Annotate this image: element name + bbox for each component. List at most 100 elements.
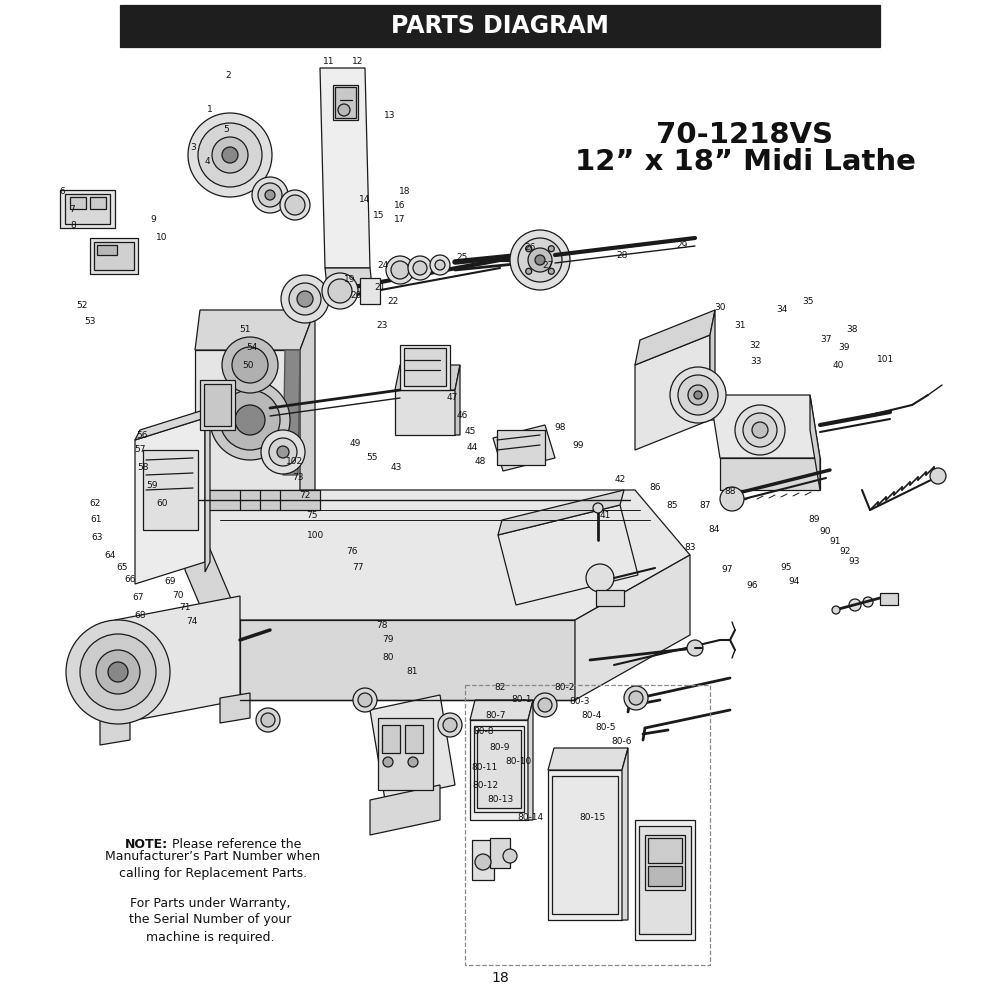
Text: 86: 86	[649, 484, 661, 492]
Circle shape	[526, 246, 532, 252]
Text: 1: 1	[207, 105, 213, 114]
Circle shape	[80, 634, 156, 710]
Circle shape	[96, 650, 140, 694]
Circle shape	[386, 256, 414, 284]
Circle shape	[222, 147, 238, 163]
Bar	[596, 590, 624, 606]
Circle shape	[518, 238, 562, 282]
Text: 45: 45	[464, 428, 476, 436]
Text: 14: 14	[359, 196, 371, 205]
Polygon shape	[710, 395, 820, 458]
Bar	[405, 725, 423, 753]
Bar	[333, 85, 358, 120]
Text: 10: 10	[156, 232, 168, 241]
Text: 77: 77	[352, 564, 364, 572]
Circle shape	[735, 405, 785, 455]
Bar	[70, 197, 86, 209]
Text: 90: 90	[819, 528, 831, 536]
Text: 51: 51	[239, 326, 251, 334]
Circle shape	[533, 693, 557, 717]
Polygon shape	[810, 395, 820, 490]
Circle shape	[408, 256, 432, 280]
Text: 88: 88	[724, 488, 736, 496]
Text: 74: 74	[186, 617, 198, 626]
Circle shape	[358, 693, 372, 707]
Text: the Serial Number of your: the Serial Number of your	[129, 914, 291, 926]
Text: 59: 59	[146, 481, 158, 489]
Text: 102: 102	[286, 458, 304, 466]
Polygon shape	[622, 748, 628, 920]
Text: 80-6: 80-6	[612, 738, 632, 746]
Circle shape	[280, 190, 310, 220]
Bar	[490, 838, 510, 868]
Bar	[94, 242, 134, 270]
Polygon shape	[115, 596, 240, 724]
Text: 63: 63	[91, 534, 103, 542]
Text: 61: 61	[90, 516, 102, 524]
Circle shape	[538, 698, 552, 712]
Text: 52: 52	[76, 300, 88, 310]
Circle shape	[670, 367, 726, 423]
Circle shape	[235, 405, 265, 435]
Circle shape	[269, 438, 297, 466]
Circle shape	[694, 391, 702, 399]
Text: NOTE:: NOTE:	[125, 838, 168, 851]
Polygon shape	[720, 458, 820, 490]
Text: 87: 87	[699, 500, 711, 510]
Bar	[474, 726, 524, 812]
Polygon shape	[498, 490, 624, 535]
Circle shape	[252, 177, 288, 213]
Text: 101: 101	[877, 356, 895, 364]
Text: 70: 70	[172, 590, 184, 599]
Text: 82: 82	[494, 684, 506, 692]
Text: 23: 23	[376, 320, 388, 330]
Text: 72: 72	[299, 490, 311, 499]
Circle shape	[593, 503, 603, 513]
Text: 93: 93	[848, 558, 860, 566]
Text: 37: 37	[820, 336, 832, 344]
Text: 89: 89	[808, 516, 820, 524]
Polygon shape	[498, 505, 638, 605]
Bar	[335, 87, 356, 118]
Text: 31: 31	[734, 320, 746, 330]
Text: 43: 43	[390, 464, 402, 473]
Text: 5: 5	[223, 125, 229, 134]
Circle shape	[548, 268, 554, 274]
Circle shape	[408, 757, 418, 767]
Polygon shape	[548, 748, 628, 770]
Circle shape	[338, 104, 350, 116]
Text: 100: 100	[307, 530, 325, 540]
Circle shape	[548, 246, 554, 252]
Polygon shape	[205, 408, 210, 572]
Polygon shape	[635, 335, 710, 450]
Circle shape	[188, 113, 272, 197]
Circle shape	[212, 137, 248, 173]
Text: 32: 32	[749, 340, 761, 350]
Text: 56: 56	[136, 430, 148, 440]
Polygon shape	[195, 350, 300, 490]
Circle shape	[222, 337, 278, 393]
Circle shape	[430, 255, 450, 275]
Text: 4: 4	[204, 157, 210, 166]
Bar	[378, 718, 433, 790]
Polygon shape	[135, 408, 210, 440]
Text: 96: 96	[746, 580, 758, 589]
Circle shape	[832, 606, 840, 614]
Bar	[477, 730, 521, 808]
Text: 79: 79	[382, 636, 394, 645]
Text: 91: 91	[829, 538, 841, 546]
Bar	[90, 238, 138, 274]
Polygon shape	[635, 820, 695, 940]
Text: 2: 2	[225, 70, 231, 80]
Text: 24: 24	[377, 260, 389, 269]
Text: 18: 18	[399, 188, 411, 196]
Circle shape	[322, 273, 358, 309]
Circle shape	[586, 564, 614, 592]
Bar	[120, 5, 880, 47]
Text: 60: 60	[156, 498, 168, 508]
Circle shape	[743, 413, 777, 447]
Text: Manufacturer’s Part Number when: Manufacturer’s Part Number when	[105, 850, 321, 862]
Circle shape	[535, 255, 545, 265]
Text: 46: 46	[456, 410, 468, 420]
Bar	[382, 725, 400, 753]
